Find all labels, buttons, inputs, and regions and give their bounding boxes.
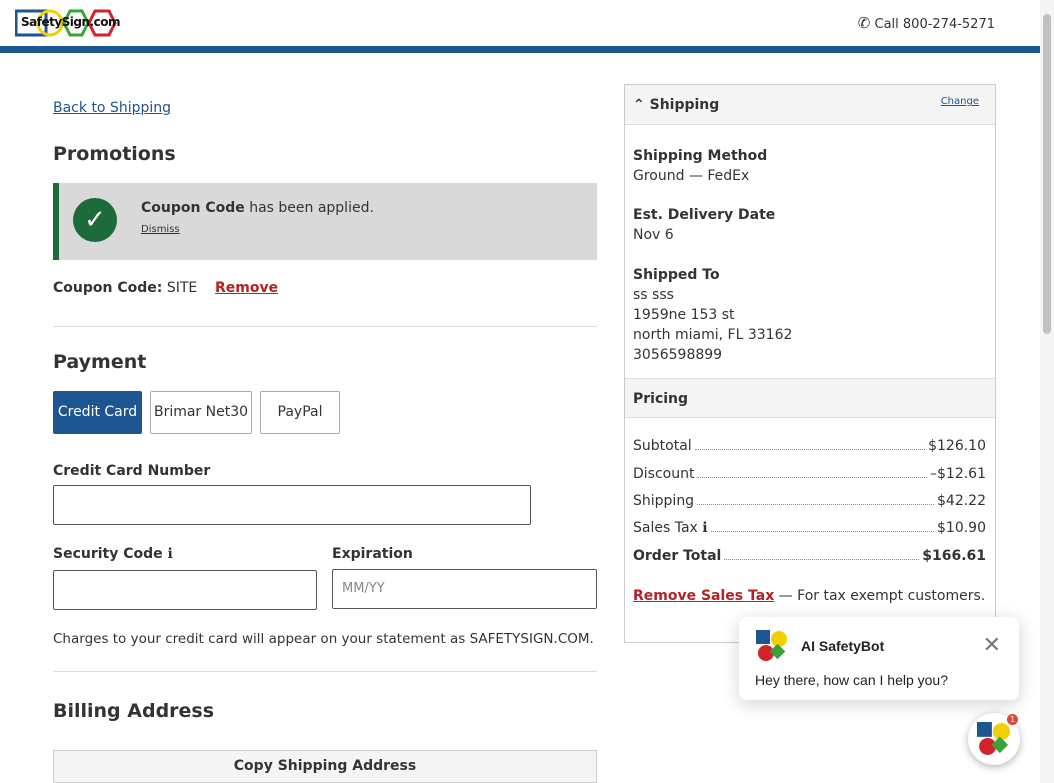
promotions-title: Promotions xyxy=(53,143,176,165)
copy-shipping-address-button[interactable]: Copy Shipping Address xyxy=(53,750,597,783)
phone-icon: ✆ xyxy=(857,14,871,32)
dismiss-link[interactable]: Dismiss xyxy=(141,224,180,235)
safetybot-logo-icon xyxy=(756,630,787,661)
expiration-input[interactable]: MM/YY xyxy=(332,569,597,609)
chatbot-name: AI SafetyBot xyxy=(801,638,885,654)
safetysign-logo[interactable]: SafetySign.com xyxy=(15,8,120,38)
price-row-discount: Discount –$12.61 xyxy=(633,466,986,482)
tab-credit-card[interactable]: Credit Card xyxy=(53,391,142,434)
phone-link[interactable]: ✆ Call 800-274-5271 xyxy=(857,14,995,32)
remove-sales-tax-link[interactable]: Remove Sales Tax xyxy=(633,588,775,604)
chatbot-message: Hey there, how can I help you? xyxy=(755,672,949,688)
coupon-value: SITE xyxy=(166,280,198,296)
price-row-shipping: Shipping $42.22 xyxy=(633,493,986,509)
pricing-header: Pricing xyxy=(625,378,995,418)
payment-title: Payment xyxy=(53,351,147,373)
card-number-input[interactable] xyxy=(53,485,531,525)
price-row-subtotal: Subtotal $126.10 xyxy=(633,438,986,454)
order-summary: ⌃ Shipping Change Shipping Method Ground … xyxy=(624,84,996,643)
divider xyxy=(53,326,597,327)
price-row-sales-tax: Sales Tax ℹ $10.90 xyxy=(633,520,986,536)
card-number-label: Credit Card Number xyxy=(53,463,211,479)
tab-brimar-net30[interactable]: Brimar Net30 xyxy=(150,391,252,434)
safetybot-logo-icon xyxy=(977,722,1010,755)
scrollbar[interactable] xyxy=(1040,0,1054,783)
info-icon[interactable]: ℹ xyxy=(167,546,173,562)
back-to-shipping-link[interactable]: Back to Shipping xyxy=(53,100,172,116)
notification-badge: 1 xyxy=(1007,714,1018,725)
header-bar xyxy=(0,46,1040,53)
billing-title: Billing Address xyxy=(53,700,215,722)
security-code-input[interactable] xyxy=(53,570,317,610)
info-icon[interactable]: ℹ xyxy=(702,520,708,536)
divider xyxy=(53,671,597,672)
remove-coupon-link[interactable]: Remove xyxy=(215,280,279,296)
shipping-section-header[interactable]: ⌃ Shipping Change xyxy=(625,85,995,125)
expiration-label: Expiration xyxy=(332,546,413,562)
change-shipping-link[interactable]: Change xyxy=(940,96,979,107)
tab-paypal[interactable]: PayPal xyxy=(260,391,340,434)
scrollbar-thumb[interactable] xyxy=(1043,14,1051,334)
price-row-order-total: Order Total $166.61 xyxy=(633,548,986,564)
coupon-applied-alert: ✓ Coupon Code has been applied. Dismiss xyxy=(53,183,597,260)
security-code-label: Security Code ℹ xyxy=(53,546,173,562)
close-icon[interactable]: ✕ xyxy=(982,632,1001,657)
chevron-up-icon: ⌃ xyxy=(633,97,645,113)
statement-note: Charges to your credit card will appear … xyxy=(53,631,594,647)
chatbot-popup[interactable]: AI SafetyBot ✕ Hey there, how can I help… xyxy=(739,617,1019,700)
check-icon: ✓ xyxy=(73,198,117,242)
site-header: SafetySign.com ✆ Call 800-274-5271 xyxy=(0,0,1040,46)
chatbot-launcher-button[interactable]: 1 xyxy=(968,713,1020,765)
